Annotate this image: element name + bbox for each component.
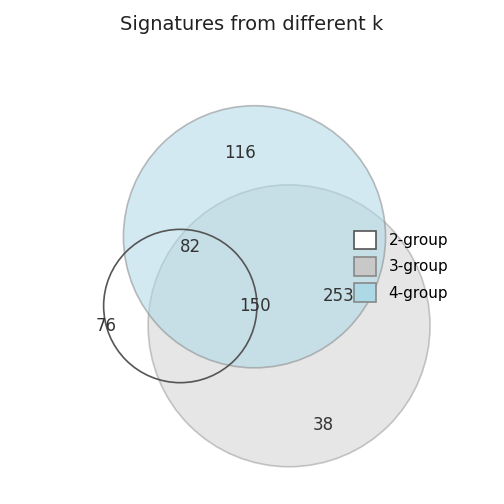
Text: 253: 253 xyxy=(323,287,354,305)
Circle shape xyxy=(123,106,386,368)
Text: 150: 150 xyxy=(239,297,270,315)
Circle shape xyxy=(148,185,430,467)
Text: 76: 76 xyxy=(96,317,116,335)
Text: 38: 38 xyxy=(313,416,334,434)
Title: Signatures from different k: Signatures from different k xyxy=(120,15,384,34)
Text: 82: 82 xyxy=(179,238,201,256)
Text: 116: 116 xyxy=(224,144,256,162)
Legend: 2-group, 3-group, 4-group: 2-group, 3-group, 4-group xyxy=(347,225,455,308)
